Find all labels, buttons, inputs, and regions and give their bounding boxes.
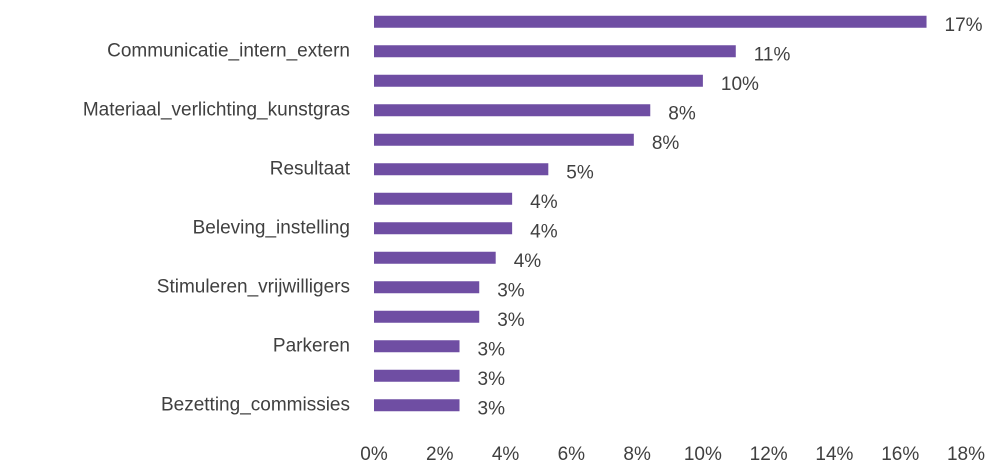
y-tick-label: Resultaat [270,158,351,179]
x-tick-label: 16% [881,444,919,464]
bar [374,74,703,87]
y-tick-label: Beleving_instelling [193,217,350,238]
value-label: 8% [668,103,696,124]
y-tick-label: Materiaal_verlichting_kunstgras [83,99,350,120]
x-tick-label: 6% [558,444,586,464]
value-label: 4% [530,221,558,242]
y-tick-label: Parkeren [273,335,350,356]
x-tick-label: 18% [947,444,985,464]
value-label: 3% [478,398,506,419]
value-label: 3% [478,339,506,360]
bar [374,104,651,117]
value-label: 17% [945,15,983,36]
bar [374,222,513,235]
bar [374,281,480,294]
bar [374,15,927,28]
x-tick-label: 10% [684,444,722,464]
value-label: 5% [566,162,594,183]
x-tick-label: 2% [426,444,454,464]
value-label: 3% [478,369,506,390]
bar [374,192,513,205]
x-tick-label: 14% [815,444,853,464]
bar [374,399,460,412]
bar [374,251,496,264]
bar [374,310,480,323]
y-tick-label: Bezetting_commissies [161,394,350,415]
x-tick-label: 12% [750,444,788,464]
value-label: 4% [514,251,542,272]
bar [374,163,549,176]
bar [374,369,460,382]
value-label: 3% [497,280,525,301]
value-label: 10% [721,74,759,95]
x-tick-label: 8% [623,444,651,464]
bar [374,340,460,353]
value-label: 8% [652,133,680,154]
bar [374,45,736,58]
value-label: 3% [497,310,525,331]
bar [374,133,634,146]
y-tick-label: Stimuleren_vrijwilligers [157,276,350,297]
value-label: 4% [530,192,558,213]
x-tick-label: 4% [492,444,520,464]
y-tick-label: Communicatie_intern_extern [107,40,350,61]
value-label: 11% [754,44,791,65]
x-tick-label: 0% [360,444,388,464]
